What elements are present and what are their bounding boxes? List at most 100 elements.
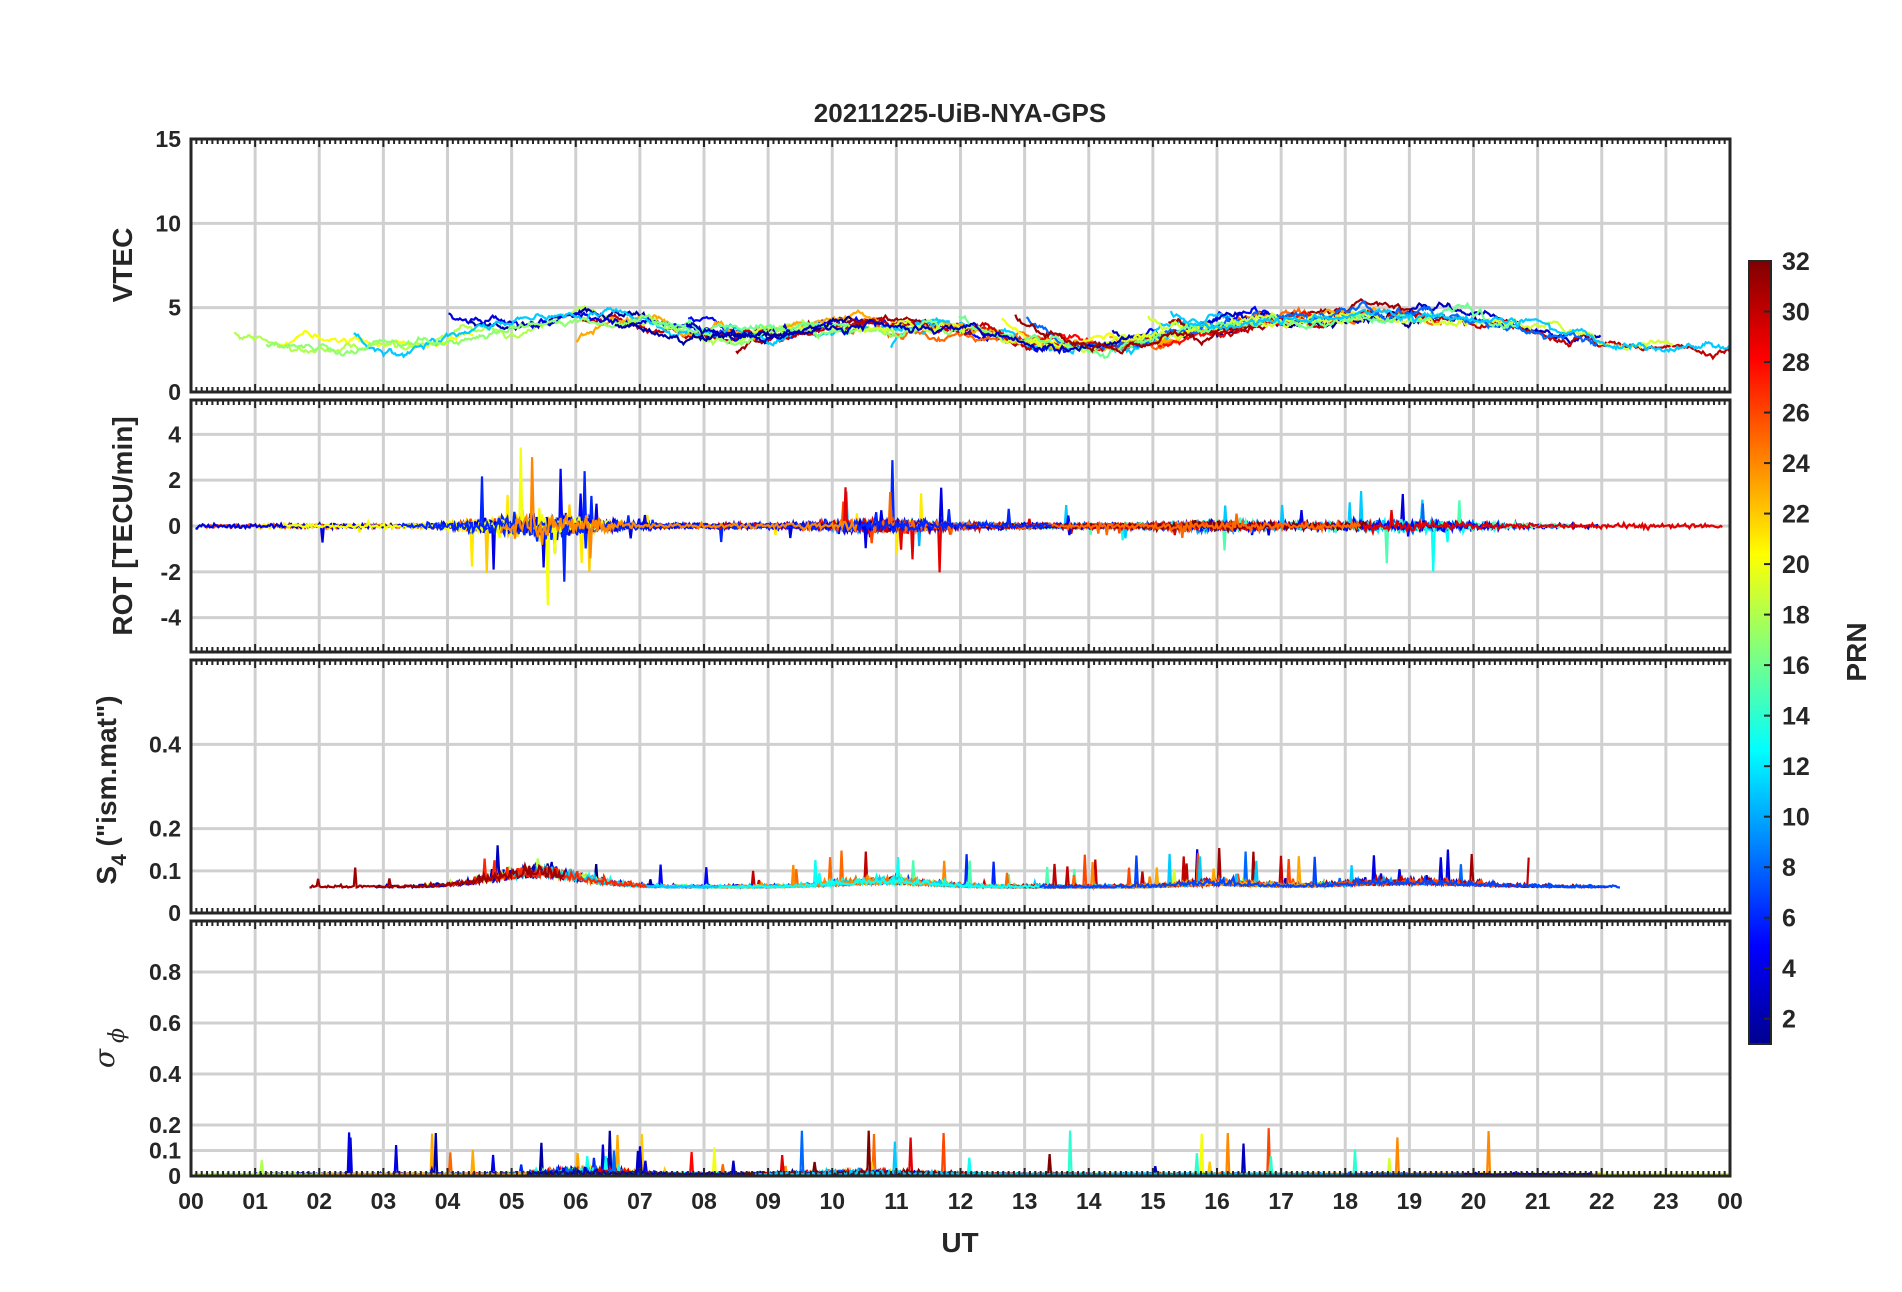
x-tick-label: 17: [1268, 1188, 1294, 1214]
vtec-frame: [189, 137, 1732, 394]
y-tick-label: 0: [168, 1163, 181, 1189]
colorbar-tick-label: 2: [1782, 1006, 1796, 1034]
colorbar-tick-label: 28: [1782, 349, 1810, 377]
x-tick-label: 08: [691, 1188, 717, 1214]
sigma-y-label-main: σ: [88, 1048, 121, 1068]
y-tick-label: 0.4: [149, 731, 181, 757]
s4-y-label-sub: 4: [108, 854, 131, 866]
x-tick-label: 00: [178, 1188, 204, 1214]
x-tick-label: 00: [1717, 1188, 1743, 1214]
prn-series-line: [958, 301, 1519, 360]
y-tick-label: 0: [168, 513, 181, 539]
s4-panel: 0 0.1 0.2 0.4 S4 ("ism.mat"): [91, 658, 1732, 926]
prn-series-line: [651, 318, 850, 335]
prn-series-line: [685, 319, 1134, 355]
sigma-panel: 00.10.2 0.4 0.6 0.8 σϕ: [88, 919, 1732, 1189]
vtec-panel: 0 5 10 15 VTEC: [107, 126, 1732, 405]
x-tick-label: 20: [1461, 1188, 1487, 1214]
x-tick-label: 13: [1012, 1188, 1038, 1214]
colorbar-tick-label: 30: [1782, 299, 1810, 327]
x-tick-label: 22: [1589, 1188, 1615, 1214]
colorbar-tick-label: 10: [1782, 804, 1810, 832]
sigma-y-label: σϕ: [88, 1028, 130, 1068]
s4-frame: [189, 658, 1732, 915]
rot-panel: -4 -2 0 2 4 ROT [TECU/min]: [107, 398, 1732, 654]
x-tick-label: 19: [1397, 1188, 1423, 1214]
x-tick-label: 14: [1076, 1188, 1102, 1214]
x-tick-label: 06: [563, 1188, 589, 1214]
x-tick-label: 01: [242, 1188, 268, 1214]
x-tick-label: 10: [819, 1188, 845, 1214]
prn-series-line: [432, 1130, 1009, 1176]
x-tick-label: 23: [1653, 1188, 1679, 1214]
s4-y-label: S4 ("ism.mat"): [91, 695, 131, 884]
s4-y-label-main: S: [91, 866, 122, 885]
colorbar-tick-label: 16: [1782, 652, 1810, 680]
sigma-frame: [189, 919, 1732, 1178]
rot-y-label: ROT [TECU/min]: [107, 416, 138, 635]
prn-series-line: [195, 512, 799, 570]
prn-series-line: [614, 315, 853, 347]
prn-series-line: [1169, 307, 1730, 354]
y-tick-label: 0.2: [149, 816, 181, 842]
colorbar-label: PRN: [1841, 622, 1872, 681]
colorbar-tick-label: 18: [1782, 602, 1810, 630]
prn-series-line: [499, 457, 858, 559]
chart-title: 20211225-UiB-NYA-GPS: [814, 98, 1106, 128]
sigma-y-ticks: 00.10.2 0.4 0.6 0.8: [149, 959, 181, 1189]
x-axis-label: UT: [941, 1227, 978, 1258]
colorbar-tick-label: 26: [1782, 400, 1810, 428]
s4-y-label-rest: ("ism.mat"): [91, 695, 122, 854]
colorbar-tick-label: 8: [1782, 854, 1796, 882]
colorbar-tick-label: 12: [1782, 753, 1810, 781]
x-tick-label: 09: [755, 1188, 781, 1214]
x-tick-labels: 00 01 02 03 04 05 06 07 08 09 10 11 12 13 14 15 16 17 18 19…: [178, 1188, 1743, 1214]
prn-series-line: [965, 1143, 1593, 1176]
x-tick-label: 07: [627, 1188, 653, 1214]
y-tick-label: -4: [161, 605, 182, 631]
y-tick-label: 0: [168, 379, 181, 405]
y-tick-label: 0.4: [149, 1061, 181, 1087]
colorbar-gradient: [1748, 260, 1772, 1045]
y-tick-label: 5: [168, 295, 181, 321]
y-tick-label: 0.1: [149, 858, 181, 884]
x-tick-label: 12: [948, 1188, 974, 1214]
s4-lines: [309, 845, 1621, 891]
rot-lines: [195, 447, 1723, 606]
prn-series-line: [718, 872, 1050, 890]
y-tick-label: 0.1: [149, 1138, 181, 1164]
prn-series-line: [309, 861, 566, 889]
x-tick-label: 02: [306, 1188, 332, 1214]
colorbar-tick-label: 6: [1782, 905, 1796, 933]
colorbar-tick-label: 20: [1782, 551, 1810, 579]
rot-y-ticks: -4 -2 0 2 4: [161, 421, 182, 630]
prn-series-line: [382, 1134, 962, 1176]
colorbar-tick-label: 32: [1782, 248, 1810, 276]
vtec-grid: [191, 137, 1730, 394]
vtec-y-label: VTEC: [107, 228, 138, 303]
prn-series-line: [1015, 1133, 1273, 1176]
x-tick-label: 15: [1140, 1188, 1166, 1214]
prn-series-line: [320, 1150, 528, 1176]
colorbar-tick-label: 22: [1782, 501, 1810, 529]
y-tick-label: -2: [161, 559, 181, 585]
y-tick-label: 4: [168, 421, 181, 447]
x-tick-label: 04: [435, 1188, 461, 1214]
colorbar-tick-label: 14: [1782, 703, 1810, 731]
s4-grid: [191, 660, 1730, 915]
rot-frame: [189, 398, 1732, 654]
x-tick-label: 16: [1204, 1188, 1230, 1214]
colorbar-tick-label: 24: [1782, 450, 1810, 478]
y-tick-label: 0: [168, 900, 181, 926]
prn-series-line: [954, 1130, 1367, 1176]
x-tick-label: 03: [371, 1188, 397, 1214]
y-tick-label: 15: [155, 126, 181, 152]
s4-y-ticks: 0 0.1 0.2 0.4: [149, 731, 181, 926]
y-tick-label: 2: [168, 467, 181, 493]
prn-series-line: [418, 504, 737, 573]
x-tick-label: 11: [884, 1188, 909, 1214]
prn-series-line: [1014, 314, 1239, 355]
y-tick-label: 0.6: [149, 1010, 181, 1036]
